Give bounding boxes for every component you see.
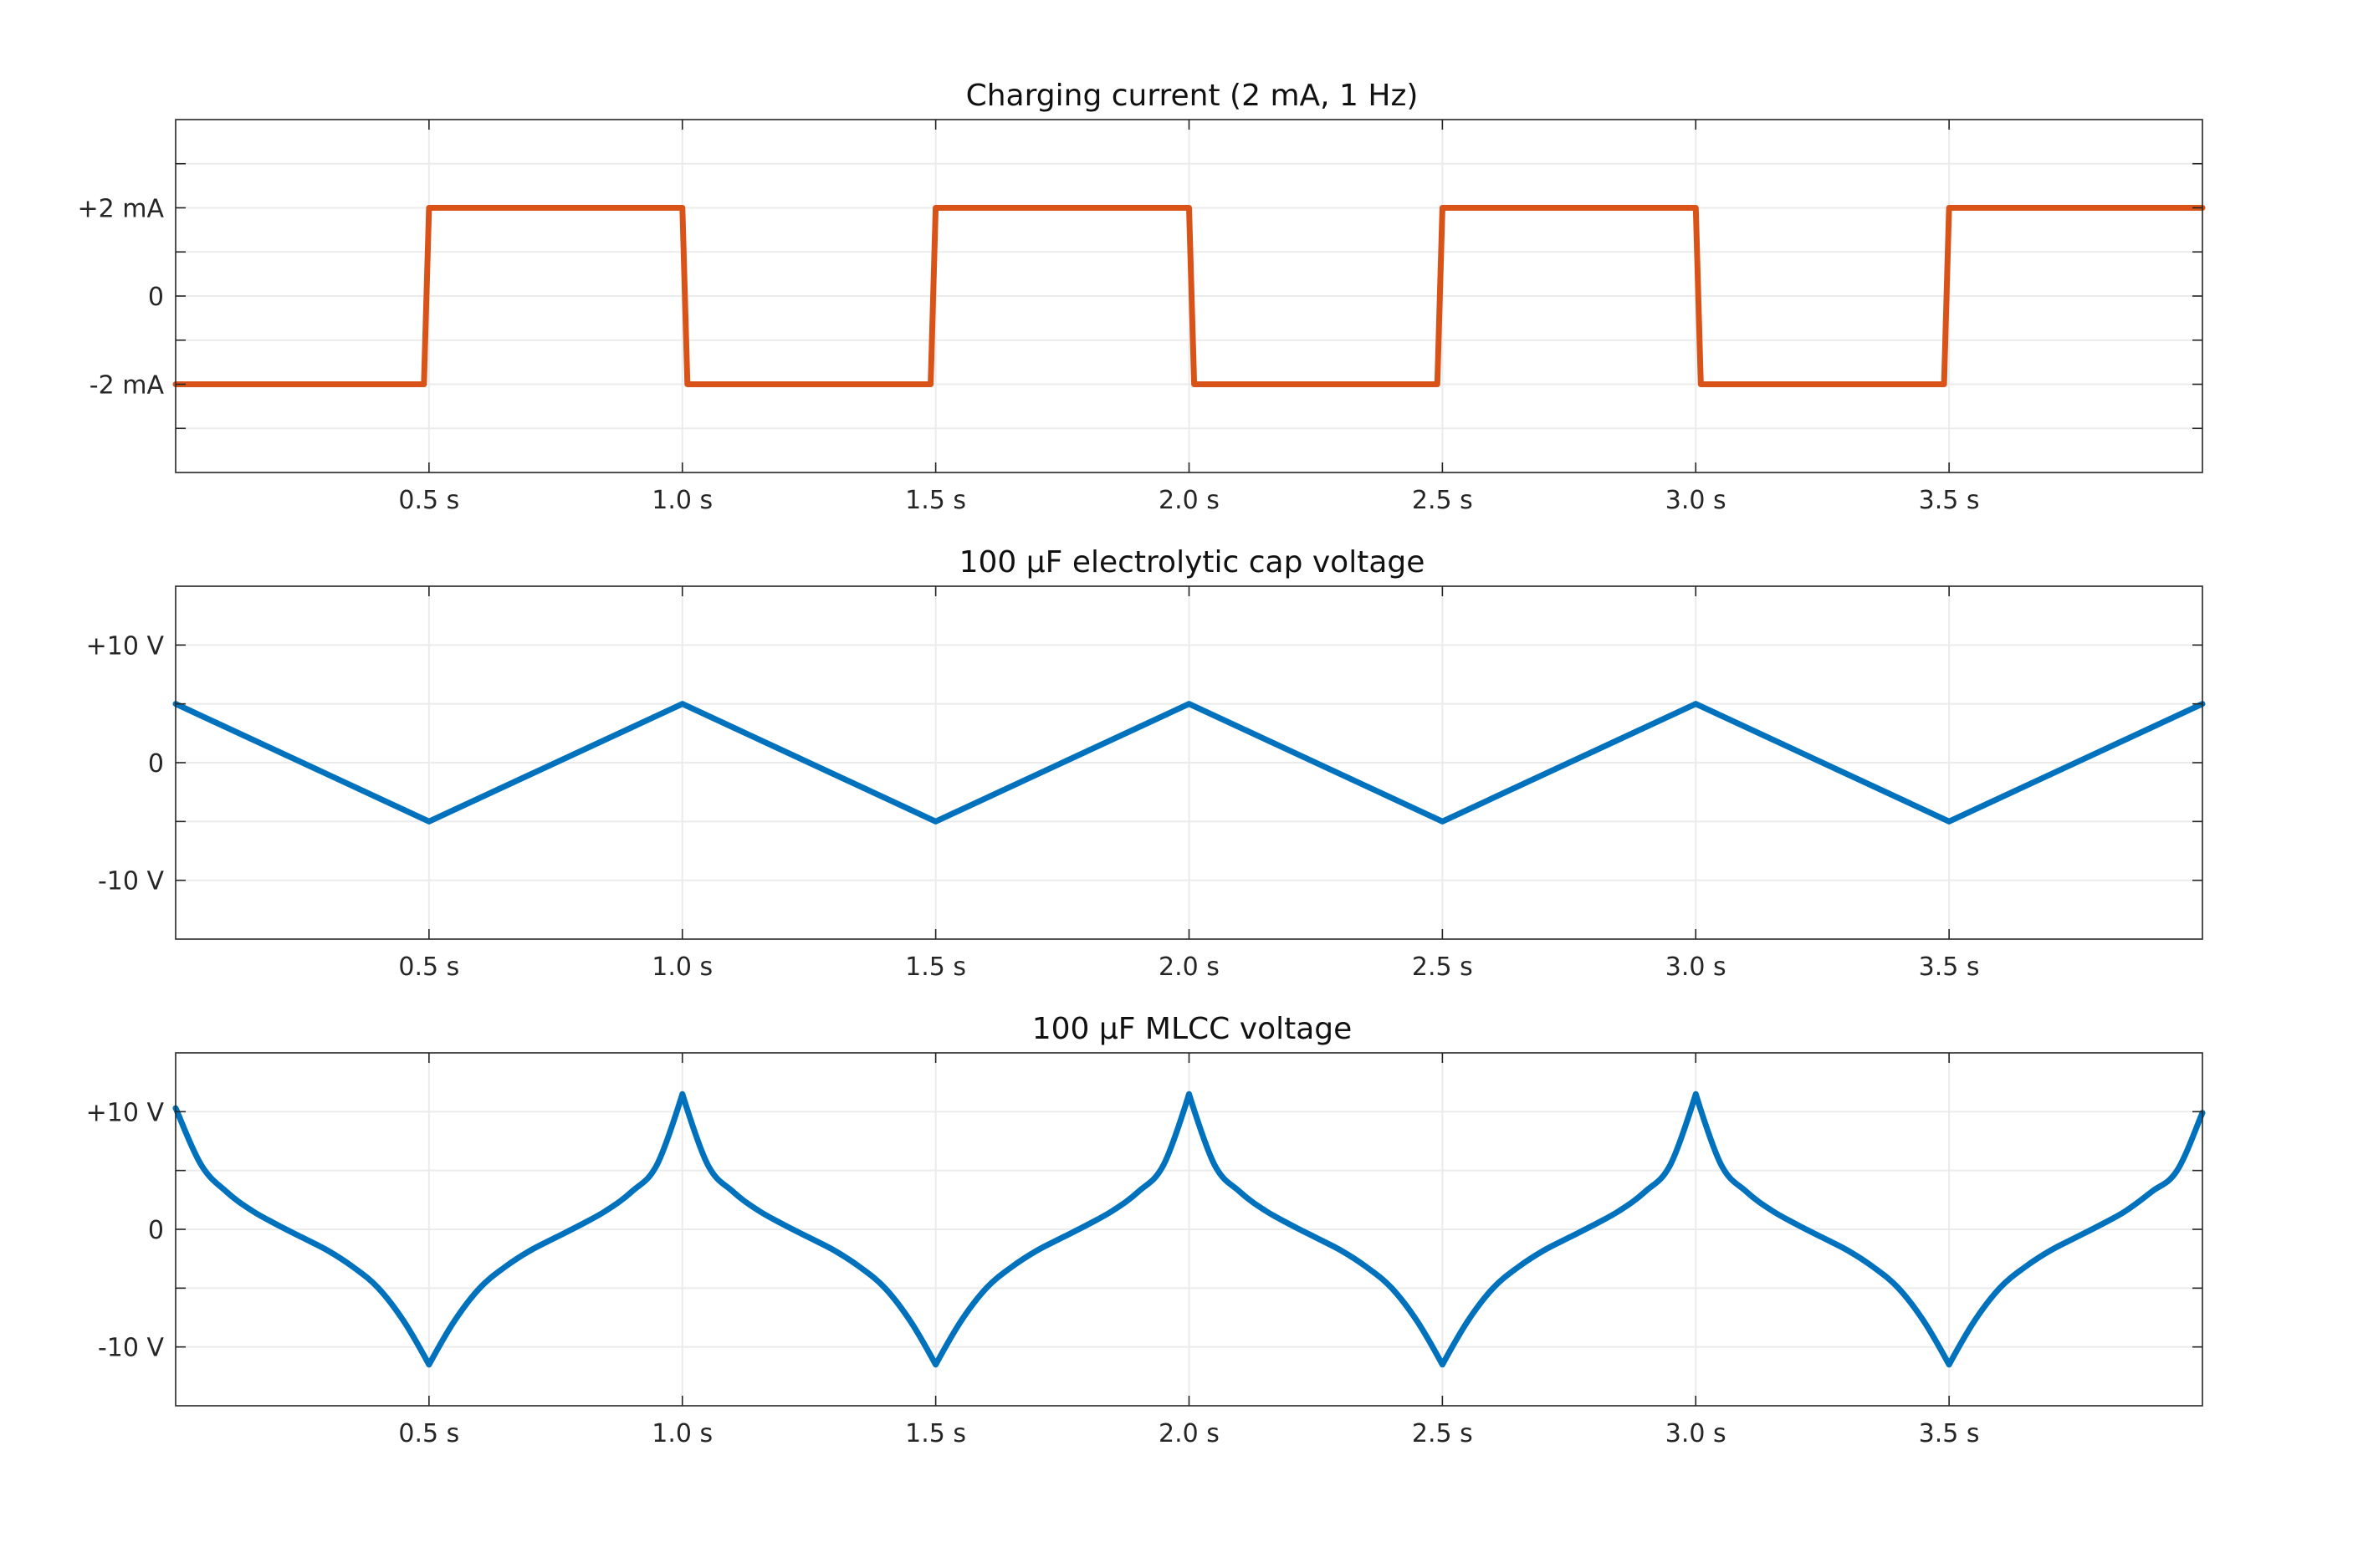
panel-electrolytic-voltage: 100 μF electrolytic cap voltage 0.5 s 1.0…	[86, 545, 2206, 982]
x-tick-label: 0.5 s	[398, 953, 459, 982]
x-tick-label: 1.0 s	[652, 486, 713, 515]
x-tick-label: 3.5 s	[1919, 1419, 1980, 1448]
grid-lines	[176, 586, 2202, 939]
panel-charging-current: Charging current (2 mA, 1 Hz) 0.5 s 1.0 s…	[77, 79, 2206, 516]
panel-title: Charging current (2 mA, 1 Hz)	[966, 79, 1419, 113]
y-tick-label: -10 V	[98, 1334, 165, 1363]
panel-title: 100 μF MLCC voltage	[1032, 1012, 1353, 1046]
y-tick-label: +10 V	[86, 631, 165, 661]
tick-marks	[176, 120, 2202, 472]
x-tick-label: 0.5 s	[398, 486, 459, 515]
x-tick-label: 3.0 s	[1665, 486, 1726, 515]
x-tick-label: 1.0 s	[652, 953, 713, 982]
y-tick-label: +2 mA	[77, 195, 164, 224]
x-tick-label: 1.5 s	[905, 953, 966, 982]
y-tick-label: 0	[148, 749, 164, 779]
series-line	[172, 701, 2206, 825]
y-tick-label: 0	[148, 1216, 164, 1245]
grid-lines	[176, 1053, 2202, 1406]
series-layer	[172, 205, 2206, 387]
tick-labels: 0.5 s 1.0 s 1.5 s 2.0 s 2.5 s 3.0 s 3.5 s -10 V…	[86, 631, 1980, 982]
x-tick-label: 2.5 s	[1412, 1419, 1473, 1448]
x-tick-label: 3.0 s	[1665, 953, 1726, 982]
y-tick-label: -2 mA	[90, 371, 165, 401]
series-line	[172, 205, 2206, 387]
panel-title: 100 μF electrolytic cap voltage	[959, 545, 1425, 580]
x-tick-label: 3.0 s	[1665, 1419, 1726, 1448]
x-tick-label: 2.0 s	[1159, 486, 1220, 515]
x-tick-label: 3.5 s	[1919, 486, 1980, 515]
series-layer	[172, 1090, 2206, 1368]
tick-labels: 0.5 s 1.0 s 1.5 s 2.0 s 2.5 s 3.0 s 3.5 s -10 V…	[86, 1098, 1980, 1448]
y-tick-label: +10 V	[86, 1098, 165, 1127]
panel-mlcc-voltage: 100 μF MLCC voltage 0.5 s 1.0 s 1.5 s 2.0 s…	[86, 1012, 2206, 1448]
x-tick-label: 0.5 s	[398, 1419, 459, 1448]
x-tick-label: 1.5 s	[905, 1419, 966, 1448]
x-tick-label: 2.0 s	[1159, 1419, 1220, 1448]
series-line	[172, 1090, 2206, 1368]
x-tick-label: 1.0 s	[652, 1419, 713, 1448]
x-tick-label: 3.5 s	[1919, 953, 1980, 982]
series-layer	[172, 701, 2206, 825]
tick-labels: 0.5 s 1.0 s 1.5 s 2.0 s 2.5 s 3.0 s 3.5 s -2 mA…	[77, 195, 1979, 516]
x-tick-label: 2.5 s	[1412, 953, 1473, 982]
y-tick-label: -10 V	[98, 867, 165, 896]
y-tick-label: 0	[148, 283, 164, 312]
tick-marks	[176, 586, 2202, 939]
x-tick-label: 2.5 s	[1412, 486, 1473, 515]
x-tick-label: 2.0 s	[1159, 953, 1220, 982]
tick-marks	[176, 1053, 2202, 1406]
x-tick-label: 1.5 s	[905, 486, 966, 515]
